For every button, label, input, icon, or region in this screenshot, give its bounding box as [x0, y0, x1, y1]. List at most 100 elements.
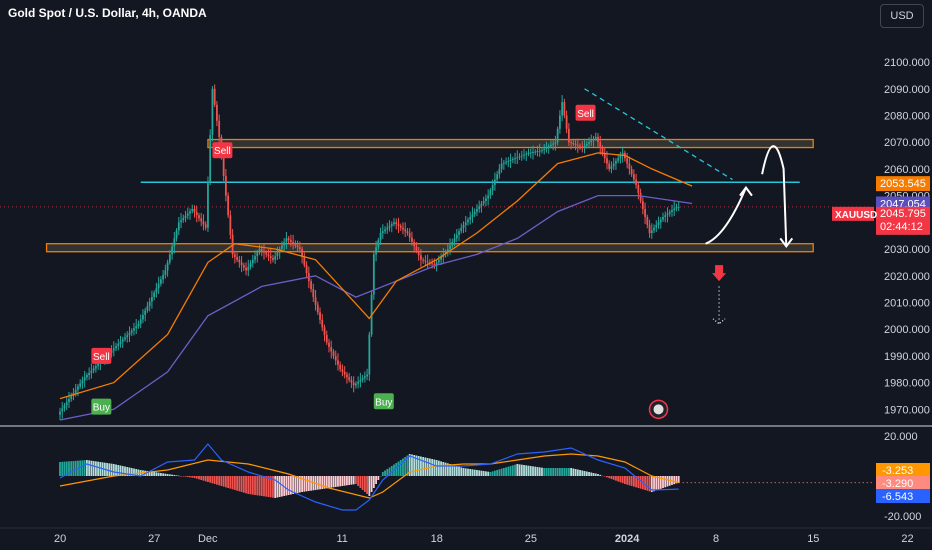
symbol-badge	[832, 206, 874, 221]
macd-histogram-bar	[292, 476, 295, 494]
candle-body	[151, 297, 153, 302]
macd-histogram-bar	[462, 468, 465, 476]
candle-body	[514, 158, 516, 160]
macd-histogram-bar	[523, 465, 525, 476]
price-label-badge	[876, 176, 930, 192]
candle-body	[159, 279, 162, 284]
candle-body	[619, 155, 622, 159]
macd-histogram-bar	[471, 469, 474, 476]
macd-histogram-bar	[70, 461, 73, 476]
macd-histogram-bar	[361, 476, 364, 490]
macd-histogram-bar	[644, 476, 646, 490]
candle-body	[597, 136, 599, 143]
macd-histogram-bar	[554, 468, 557, 476]
macd-histogram-bar	[632, 476, 635, 487]
macd-histogram-bar	[334, 476, 337, 487]
macd-histogram-bar	[86, 460, 88, 476]
candle-body	[397, 224, 400, 226]
macd-histogram-bar	[624, 476, 626, 484]
candle-body	[610, 166, 613, 169]
macd-histogram-bar	[563, 468, 566, 476]
macd-histogram-bar	[92, 461, 95, 476]
macd-histogram-bar	[224, 476, 227, 488]
candle-body	[325, 334, 328, 343]
candle-body	[507, 160, 510, 162]
macd-histogram-bar	[175, 475, 178, 476]
candle-body	[377, 240, 380, 248]
signal-badge	[373, 393, 394, 410]
macd-histogram-bar	[493, 470, 496, 476]
candle-body	[592, 138, 595, 141]
candle-body	[532, 151, 534, 153]
candle-body	[92, 368, 95, 371]
macd-histogram-bar	[534, 466, 537, 476]
macd-histogram-bar	[386, 469, 389, 476]
candle-body	[74, 389, 77, 393]
macd-histogram-bar	[482, 471, 485, 476]
candle-body	[213, 88, 216, 105]
macd-histogram-bar	[558, 468, 561, 476]
candle-body	[547, 146, 550, 148]
macd-histogram-bar	[630, 476, 633, 486]
candle-body	[224, 176, 227, 196]
macd-histogram-bar	[518, 464, 521, 476]
candle-body	[133, 328, 135, 331]
macd-histogram-bar	[473, 469, 476, 476]
macd-histogram-bar	[489, 472, 492, 476]
macd-histogram-bar	[444, 462, 447, 476]
signal-label: Sell	[214, 146, 231, 157]
macd-histogram-bar	[321, 476, 324, 489]
candle-body	[471, 214, 474, 217]
candle-body	[88, 372, 91, 376]
macd-histogram-bar	[227, 476, 230, 488]
candle-body	[339, 364, 342, 370]
currency-button[interactable]: USD	[880, 4, 924, 28]
macd-histogram-bar	[478, 470, 481, 476]
macd-histogram-bar	[514, 464, 516, 476]
macd-histogram-bar	[588, 472, 590, 476]
macd-histogram-bar	[615, 476, 617, 481]
candle-body	[657, 222, 660, 225]
time-axis: 20 27 Dec 11 18 25 2024 8 15 22	[54, 533, 914, 545]
candle-body	[90, 370, 93, 373]
candle-body	[511, 159, 514, 161]
macd-histogram-bar	[303, 476, 306, 492]
macd-histogram-bar	[146, 471, 149, 476]
macd-histogram-bar	[440, 461, 442, 476]
candle-body	[435, 262, 438, 266]
candle-body	[601, 147, 604, 153]
macd-histogram-bar	[81, 460, 84, 476]
candle-body	[115, 346, 117, 349]
candle-body	[615, 160, 617, 164]
macd-histogram-bar	[516, 464, 519, 476]
candle-body	[281, 245, 283, 250]
candle-body	[171, 246, 173, 255]
candle-body	[388, 225, 391, 228]
macd-histogram-bar	[545, 468, 548, 476]
macd-histogram-bar	[529, 466, 532, 476]
macd-histogram-bar	[366, 476, 369, 494]
macd-value-badge	[876, 489, 930, 503]
candle-body	[518, 156, 521, 158]
candle-body	[415, 246, 418, 251]
macd-histogram-bar	[594, 473, 597, 476]
candle-body	[671, 210, 673, 212]
macd-histogram-bar	[597, 474, 599, 476]
price-tick-label: 1990.000	[884, 351, 930, 363]
macd-histogram-bar	[316, 476, 319, 490]
candle-body	[256, 252, 259, 257]
candle-body	[316, 304, 319, 313]
candle-body	[469, 216, 472, 220]
macd-histogram-bar	[130, 468, 133, 476]
candle-body	[341, 369, 344, 372]
candle-body	[565, 115, 568, 129]
candle-body	[283, 241, 286, 246]
candle-body	[70, 395, 73, 400]
candle-body	[274, 256, 277, 260]
macd-histogram-bar	[525, 465, 528, 476]
candle-body	[267, 254, 270, 257]
support-resistance-zone	[45, 243, 814, 253]
macd-histogram-bar	[171, 474, 173, 476]
macd-histogram-bar	[608, 476, 611, 479]
